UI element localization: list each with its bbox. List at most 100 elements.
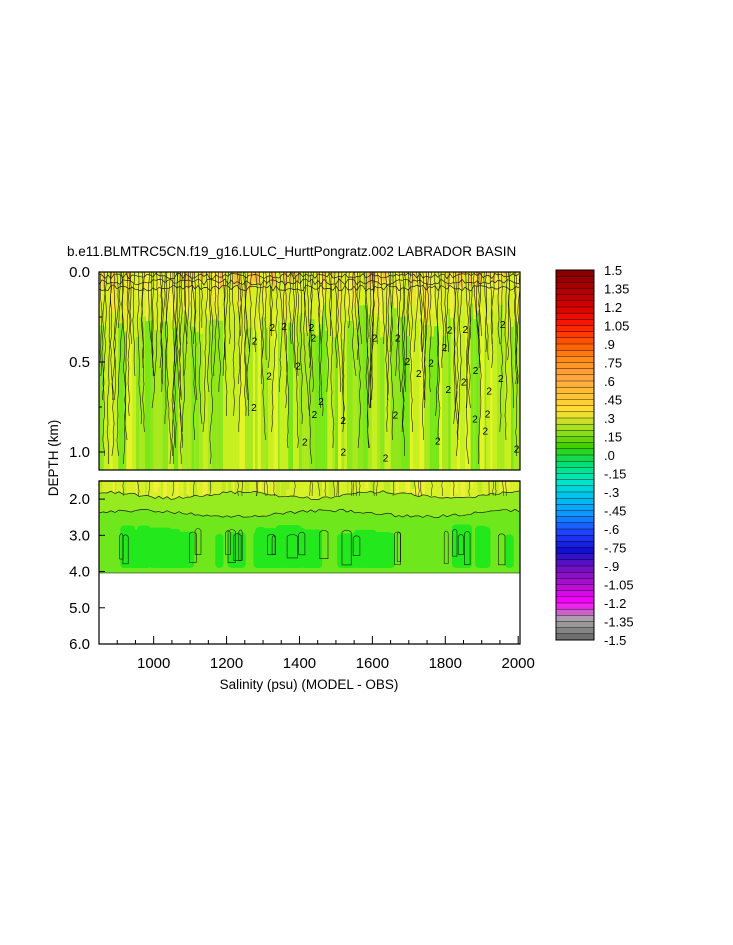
surface-streak — [220, 272, 223, 289]
field-streak — [233, 311, 240, 470]
contour-line — [418, 272, 425, 401]
contour-line — [336, 481, 339, 497]
contour-line — [237, 481, 239, 497]
surface-streak — [145, 272, 150, 322]
surface-streak — [271, 481, 275, 506]
colorbar-segment — [555, 608, 595, 616]
colorbar-segment — [555, 294, 595, 302]
colorbar-label: .75 — [604, 356, 622, 371]
contour-line — [319, 530, 329, 559]
contour-line — [504, 272, 508, 441]
surface-streak — [123, 481, 126, 495]
colorbar-segment — [555, 504, 595, 511]
contour-line — [266, 481, 268, 497]
surface-streak — [114, 272, 116, 289]
surface-streak — [386, 272, 390, 288]
contour-line — [465, 272, 469, 465]
surface-streak — [346, 272, 349, 310]
y-tick-label: 0.0 — [69, 264, 90, 281]
colorbar-label: 1.5 — [604, 263, 622, 278]
surface-streak — [181, 481, 183, 493]
surface-streak — [500, 272, 503, 305]
contour-label: 2 — [395, 333, 401, 344]
colorbar-segment — [555, 565, 595, 573]
surface-streak — [209, 272, 212, 284]
field-streak — [191, 326, 195, 470]
surface-streak — [147, 272, 149, 288]
contour-line — [434, 272, 440, 417]
field-streak — [247, 327, 254, 470]
contour-line — [351, 272, 357, 377]
colorbar-segment — [555, 621, 595, 629]
x-tick-label: 1400 — [283, 655, 316, 672]
y-tick-label: 1.0 — [69, 444, 90, 461]
surface-streak — [328, 272, 331, 285]
x-tick-label: 1000 — [137, 655, 170, 672]
colorbar-segment — [555, 627, 595, 635]
contour-label: 2 — [442, 343, 448, 354]
contour-line — [197, 272, 203, 425]
contour-line — [423, 272, 428, 409]
contour-line — [116, 272, 123, 457]
field-streak — [293, 317, 296, 470]
contour-line — [249, 272, 253, 353]
surface-streak — [206, 272, 211, 314]
surface-streak — [435, 272, 440, 301]
surface-streak — [379, 272, 383, 321]
surface-streak — [142, 272, 147, 317]
surface-streak — [155, 481, 160, 488]
contour-line — [206, 272, 211, 393]
field-streak — [99, 325, 104, 470]
contour-line — [298, 531, 306, 556]
surface-streak — [167, 272, 171, 313]
field-streak — [456, 331, 460, 470]
field-streak — [153, 330, 160, 470]
colorbar-segment — [555, 306, 595, 314]
contour-label: 2 — [435, 436, 441, 447]
surface-streak — [303, 272, 307, 300]
contour-line — [227, 529, 236, 563]
contour-line — [452, 529, 458, 557]
field-streak — [419, 312, 425, 470]
contour-line — [238, 272, 243, 432]
contour-line — [99, 272, 103, 377]
surface-streak — [270, 272, 272, 282]
field-streak — [497, 322, 500, 470]
chart-title: b.e11.BLMTRC5CN.f19_g16.LULC_HurttPongra… — [67, 244, 516, 259]
field-streak — [279, 326, 285, 470]
contour-line — [473, 272, 482, 465]
y-tick-label: 3.0 — [69, 527, 90, 544]
y-axis-label: DEPTH (km) — [46, 420, 61, 497]
colorbar-segment — [555, 534, 595, 542]
colorbar: 1.5 1.35 1.2 1.05 .9 .75 .6 .45 .3 .15 .0 -.15 -.3 -.… — [555, 263, 634, 648]
contour-line — [419, 272, 423, 353]
surface-streak — [275, 481, 281, 499]
surface-streak — [370, 481, 376, 492]
contour-line — [171, 272, 177, 457]
field-streak — [150, 320, 154, 470]
lower-depth-panel: 2.0 3.0 4.0 5.0 6.0 1000 1200 1400 1600 1800 2000 — [69, 480, 535, 672]
surface-streak — [503, 272, 507, 321]
contour-line — [137, 481, 140, 497]
surface-streak — [485, 272, 490, 298]
contour-line — [386, 272, 390, 401]
field-streak — [257, 309, 261, 470]
contour-line — [445, 272, 450, 353]
lower-contours — [99, 481, 520, 566]
contour-line — [267, 534, 276, 555]
contour-label: 2 — [416, 369, 422, 380]
surface-streak — [405, 481, 410, 504]
contour-line — [151, 272, 155, 409]
surface-streak — [280, 481, 285, 507]
contour-line — [291, 272, 295, 369]
contour-label: 2 — [341, 448, 347, 459]
contour-line — [118, 272, 121, 329]
surface-streak — [221, 481, 226, 496]
surface-streak — [386, 272, 387, 282]
colorbar-label: .6 — [604, 374, 615, 389]
contour-label: 2 — [486, 387, 492, 398]
deep-patch — [137, 525, 151, 568]
upper-y-ticks: 0.0 0.5 1.0 — [69, 264, 105, 461]
contour-line — [99, 272, 520, 280]
colorbar-segment — [555, 269, 595, 277]
